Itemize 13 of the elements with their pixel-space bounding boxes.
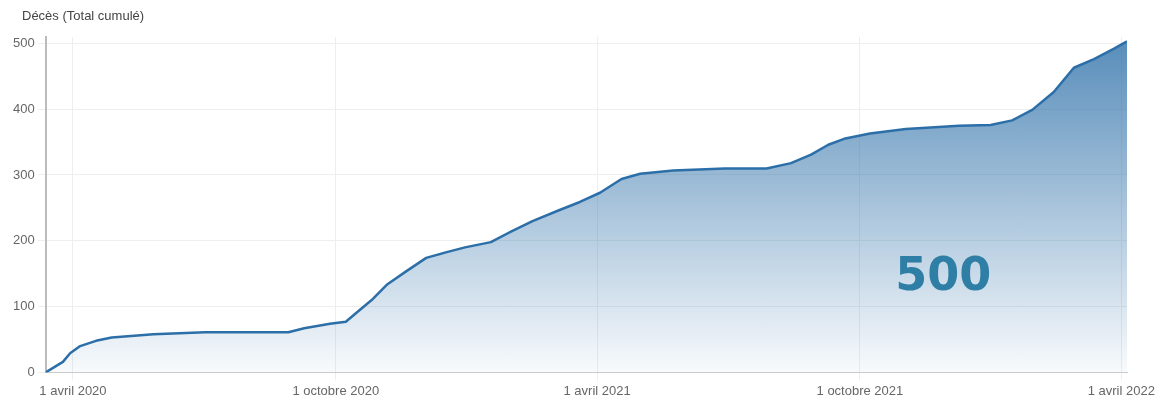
annotation: 500 bbox=[895, 247, 992, 302]
x-tick-label: 1 avril 2022 bbox=[1087, 382, 1155, 398]
x-tick-label: 1 avril 2020 bbox=[39, 382, 107, 398]
y-tick-label: 300 bbox=[12, 166, 35, 182]
x-tick-label: 1 avril 2021 bbox=[563, 382, 631, 398]
y-tick-label: 400 bbox=[12, 100, 35, 116]
x-tick-label: 1 octobre 2020 bbox=[292, 382, 380, 398]
y-tick-label: 100 bbox=[12, 298, 35, 314]
y-tick-label: 200 bbox=[12, 232, 35, 248]
y-axis-title: Décès (Total cumulé) bbox=[22, 8, 145, 23]
x-tick-label: 1 octobre 2021 bbox=[816, 382, 904, 398]
y-tick-label: 0 bbox=[27, 363, 35, 379]
y-tick-label: 500 bbox=[12, 34, 35, 50]
